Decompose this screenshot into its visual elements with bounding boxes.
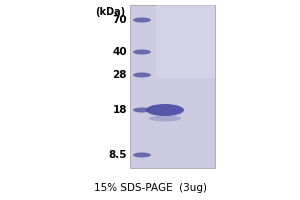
Ellipse shape: [133, 18, 151, 22]
Text: 40: 40: [112, 47, 127, 57]
Ellipse shape: [146, 104, 184, 116]
Text: (kDa): (kDa): [95, 7, 125, 17]
Ellipse shape: [133, 108, 151, 112]
Ellipse shape: [149, 115, 181, 121]
Text: 70: 70: [112, 15, 127, 25]
Ellipse shape: [133, 72, 151, 77]
Ellipse shape: [133, 152, 151, 158]
Text: 15% SDS-PAGE  (3ug): 15% SDS-PAGE (3ug): [94, 183, 206, 193]
Bar: [130, 5, 215, 168]
Text: 8.5: 8.5: [109, 150, 127, 160]
Bar: [155, 5, 215, 78]
Ellipse shape: [133, 49, 151, 54]
Text: 18: 18: [112, 105, 127, 115]
Text: 28: 28: [112, 70, 127, 80]
